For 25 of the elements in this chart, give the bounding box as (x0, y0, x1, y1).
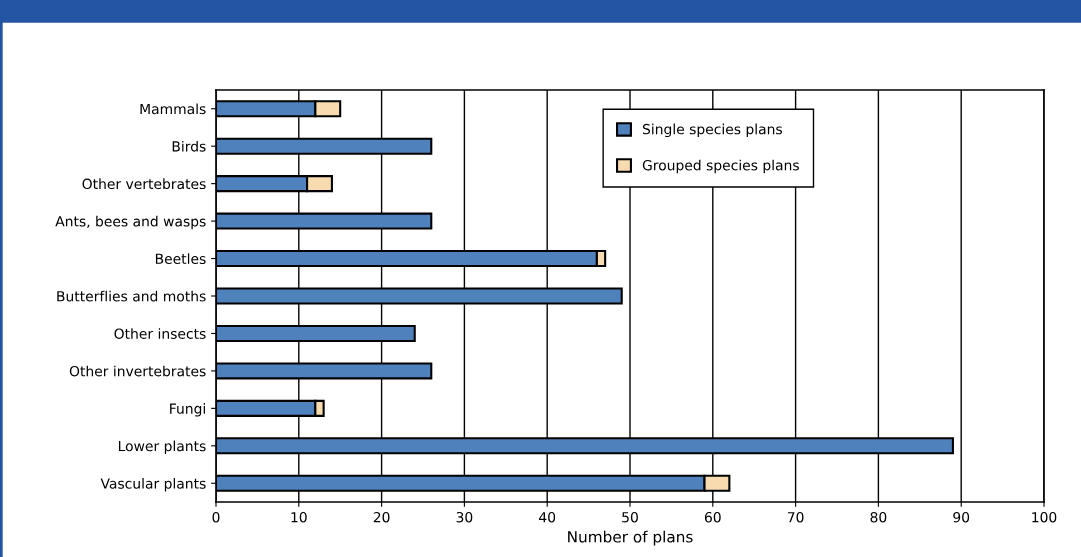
y-tick-label: Vascular plants (100, 478, 206, 492)
x-tick-label: 80 (870, 511, 887, 523)
y-tick-label: Lower plants (118, 440, 206, 454)
y-tick-label: Birds (172, 140, 206, 152)
y-tick-label: Fungi (170, 403, 205, 417)
x-tick-label: 20 (373, 511, 390, 523)
x-axis-title: Number of plans (568, 530, 693, 546)
x-tick-label: 50 (622, 511, 638, 523)
y-tick-label: Other vertebrates (82, 178, 206, 190)
x-tick-label: 90 (953, 511, 970, 523)
y-tick-label: Mammals (140, 103, 206, 115)
x-tick-label: 0 (212, 511, 220, 523)
legend-label: Single species plans (642, 123, 782, 138)
y-tick-label: Butterflies and moths (57, 290, 206, 302)
legend-label: Grouped species plans (642, 159, 799, 174)
y-tick-label: Ants, bees and wasps (55, 215, 206, 230)
x-tick-label: 100 (1032, 511, 1057, 523)
x-tick-label: 60 (704, 511, 721, 523)
y-tick-label: Other insects (114, 328, 206, 339)
x-tick-label: 30 (456, 511, 473, 523)
y-tick-label: Other invertebrates (69, 365, 206, 377)
x-tick-label: 70 (787, 511, 804, 523)
x-tick-label: 10 (291, 511, 307, 523)
y-tick-label: Beetles (155, 253, 206, 265)
x-tick-label: 40 (539, 511, 556, 523)
